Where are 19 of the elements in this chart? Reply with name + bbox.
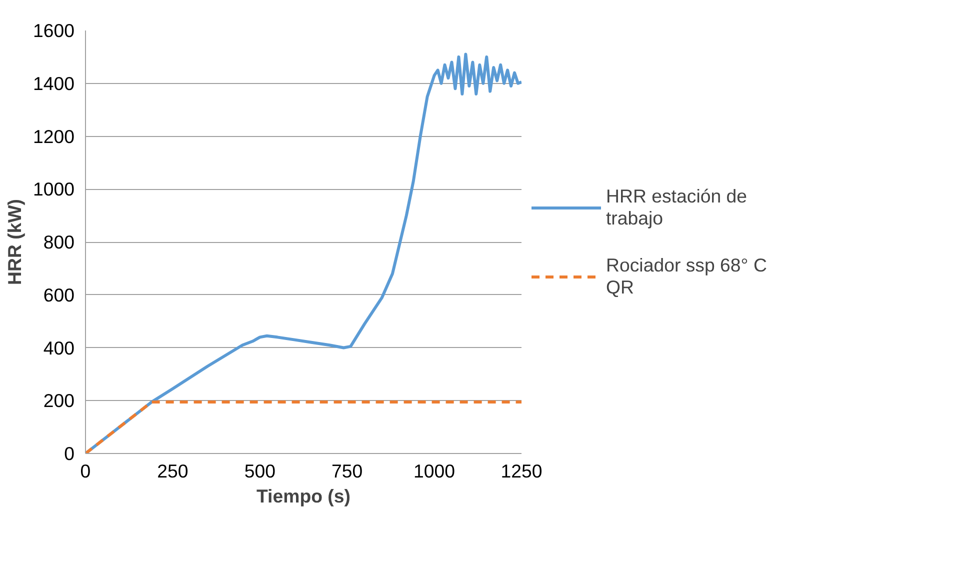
- y-tick-label: 1400: [32, 72, 75, 94]
- legend-label: HRR estación de trabajo: [606, 185, 748, 229]
- y-tick-label: 1600: [32, 20, 75, 41]
- y-tick-label: 800: [43, 232, 75, 252]
- x-axis-title: Tiempo (s): [256, 486, 350, 506]
- y-tick-label: 400: [43, 337, 75, 358]
- x-tick-label: 250: [157, 460, 188, 482]
- y-tick-label: 1200: [32, 126, 75, 147]
- legend-label: Rociador ssp 68° C QR: [606, 254, 767, 298]
- x-tick-label: 500: [244, 460, 276, 482]
- x-tick-label: 0: [80, 460, 91, 482]
- y-tick-label: 200: [43, 390, 75, 412]
- y-tick-label: 0: [64, 443, 75, 464]
- x-tick-label: 1000: [414, 460, 456, 482]
- x-tick-label: 1250: [500, 460, 542, 482]
- y-axis-title: HRR (kW): [4, 198, 25, 286]
- y-tick-label: 1000: [32, 178, 75, 200]
- y-tick-label: 600: [43, 284, 75, 306]
- x-tick-label: 750: [332, 460, 363, 482]
